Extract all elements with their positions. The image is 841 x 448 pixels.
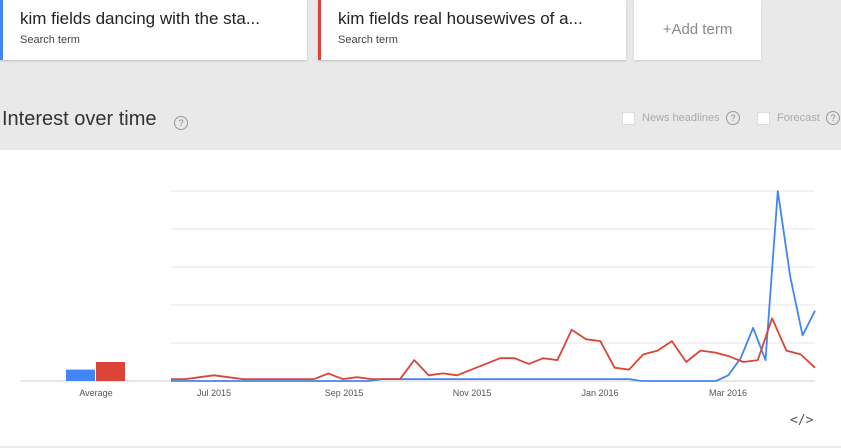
series-line-1 [171, 190, 816, 382]
x-tick-label: Mar 2016 [709, 388, 747, 398]
help-icon[interactable]: ? [174, 116, 188, 130]
add-term-button[interactable]: +Add term [634, 0, 761, 60]
embed-code-icon[interactable]: </> [790, 413, 814, 428]
search-term-card-1[interactable]: kim fields dancing with the sta... Searc… [0, 0, 307, 60]
term-color-bar [318, 0, 321, 60]
interest-line-chart: Average Jul 2015 Sep 2015 Nov 2015 Jan 2016 M… [20, 190, 816, 398]
plus-icon: + [662, 21, 672, 38]
average-label: Average [79, 388, 112, 398]
add-term-label: Add term [671, 21, 733, 38]
x-tick-label: Jul 2015 [197, 388, 231, 398]
news-headlines-label: News headlines [642, 112, 720, 124]
interest-chart-panel: Average Jul 2015 Sep 2015 Nov 2015 Jan 2016 M… [0, 150, 841, 446]
search-term-text[interactable]: kim fields dancing with the sta... [20, 9, 261, 28]
forecast-label: Forecast [777, 112, 820, 124]
x-tick-label: Sep 2015 [325, 388, 364, 398]
search-term-sublabel: Search term [338, 34, 398, 46]
search-term-sublabel: Search term [20, 34, 80, 46]
section-title: Interest over time [2, 108, 157, 130]
forecast-checkbox[interactable] [757, 112, 770, 125]
average-bar [96, 362, 125, 381]
term-color-bar [0, 0, 3, 60]
news-headlines-checkbox[interactable] [622, 112, 635, 125]
help-icon[interactable]: ? [726, 111, 740, 125]
x-tick-label: Nov 2015 [453, 388, 492, 398]
help-icon[interactable]: ? [826, 111, 840, 125]
series-line-2 [171, 317, 816, 381]
search-term-text[interactable]: kim fields real housewives of a... [338, 9, 583, 28]
x-tick-label: Jan 2016 [581, 388, 618, 398]
average-bar [66, 369, 95, 381]
search-term-card-2[interactable]: kim fields real housewives of a... Searc… [318, 0, 626, 60]
